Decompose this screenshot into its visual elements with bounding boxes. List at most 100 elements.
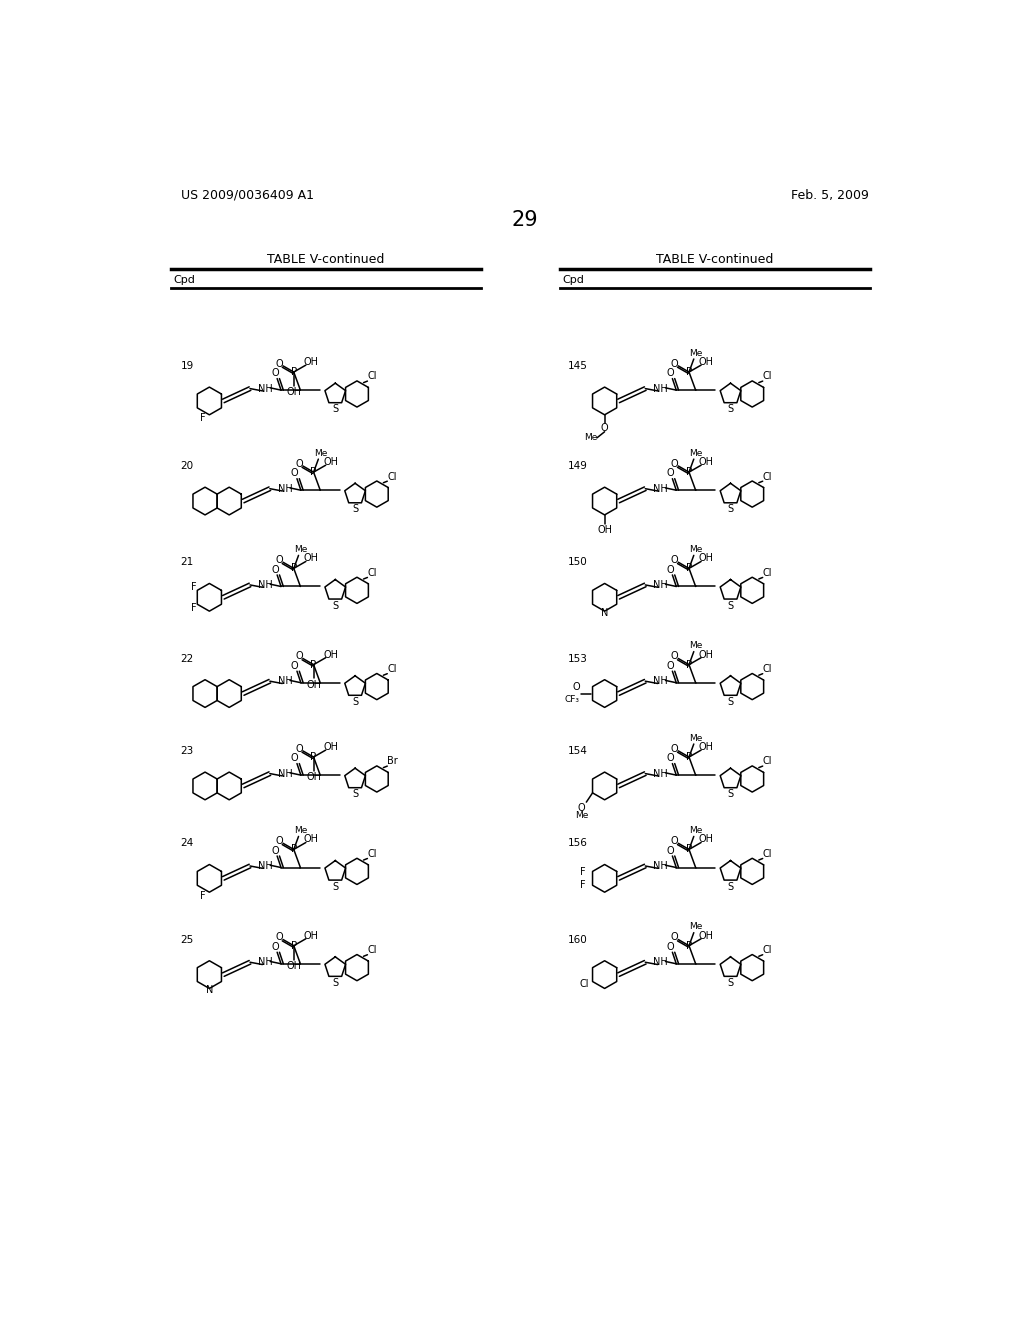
Text: NH: NH <box>653 768 668 779</box>
Text: S: S <box>727 504 733 515</box>
Text: Cpd: Cpd <box>563 275 585 285</box>
Text: 19: 19 <box>180 360 194 371</box>
Text: OH: OH <box>324 457 339 467</box>
Text: NH: NH <box>278 676 293 686</box>
Text: OH: OH <box>699 834 714 845</box>
Text: O: O <box>671 743 678 754</box>
Text: Cl: Cl <box>763 371 772 381</box>
Text: US 2009/0036409 A1: US 2009/0036409 A1 <box>180 189 313 202</box>
Text: 23: 23 <box>180 746 194 756</box>
Text: Cpd: Cpd <box>174 275 196 285</box>
Text: O: O <box>291 469 298 478</box>
Text: NH: NH <box>258 579 272 590</box>
Text: P: P <box>310 467 316 477</box>
Text: Cl: Cl <box>580 979 589 989</box>
Text: Me: Me <box>575 812 589 821</box>
Text: S: S <box>727 404 733 414</box>
Text: O: O <box>275 554 283 565</box>
Text: OH: OH <box>304 356 318 367</box>
Text: Cl: Cl <box>763 664 772 675</box>
Text: OH: OH <box>699 356 714 367</box>
Text: F: F <box>581 879 586 890</box>
Text: NH: NH <box>653 676 668 686</box>
Text: O: O <box>667 368 674 379</box>
Text: OH: OH <box>324 649 339 660</box>
Text: NH: NH <box>258 384 272 393</box>
Text: Cl: Cl <box>387 664 396 675</box>
Text: OH: OH <box>699 649 714 660</box>
Text: OH: OH <box>304 931 318 941</box>
Text: O: O <box>601 422 608 433</box>
Text: 20: 20 <box>180 461 194 471</box>
Text: N: N <box>206 985 213 995</box>
Text: O: O <box>271 846 279 855</box>
Text: OH: OH <box>287 387 301 397</box>
Text: OH: OH <box>699 931 714 941</box>
Text: O: O <box>671 836 678 846</box>
Text: 24: 24 <box>180 838 194 849</box>
Text: Me: Me <box>689 734 702 743</box>
Text: Me: Me <box>689 348 702 358</box>
Text: O: O <box>275 932 283 942</box>
Text: OH: OH <box>597 525 612 536</box>
Text: OH: OH <box>699 553 714 564</box>
Text: P: P <box>686 564 692 573</box>
Text: O: O <box>271 942 279 952</box>
Text: Cl: Cl <box>368 849 377 859</box>
Text: S: S <box>727 697 733 708</box>
Text: O: O <box>295 458 303 469</box>
Text: S: S <box>727 789 733 800</box>
Text: O: O <box>291 661 298 671</box>
Text: NH: NH <box>653 384 668 393</box>
Text: O: O <box>295 651 303 661</box>
Text: Cl: Cl <box>387 471 396 482</box>
Text: S: S <box>332 404 338 414</box>
Text: Cl: Cl <box>763 568 772 578</box>
Text: O: O <box>671 458 678 469</box>
Text: Me: Me <box>689 545 702 554</box>
Text: S: S <box>727 978 733 989</box>
Text: Feb. 5, 2009: Feb. 5, 2009 <box>791 189 869 202</box>
Text: F: F <box>200 413 205 424</box>
Text: NH: NH <box>653 579 668 590</box>
Text: NH: NH <box>278 768 293 779</box>
Text: Me: Me <box>689 642 702 651</box>
Text: O: O <box>671 554 678 565</box>
Text: OH: OH <box>287 961 301 970</box>
Text: F: F <box>200 891 205 900</box>
Text: TABLE V-continued: TABLE V-continued <box>267 253 384 267</box>
Text: O: O <box>667 754 674 763</box>
Text: 153: 153 <box>567 653 588 664</box>
Text: Me: Me <box>584 433 597 442</box>
Text: 154: 154 <box>567 746 588 756</box>
Text: P: P <box>686 467 692 477</box>
Text: O: O <box>271 368 279 379</box>
Text: O: O <box>671 359 678 368</box>
Text: Cl: Cl <box>763 756 772 767</box>
Text: P: P <box>686 367 692 378</box>
Text: OH: OH <box>306 680 322 689</box>
Text: O: O <box>271 565 279 574</box>
Text: 22: 22 <box>180 653 194 664</box>
Text: P: P <box>291 941 297 950</box>
Text: F: F <box>581 867 586 878</box>
Text: O: O <box>667 469 674 478</box>
Text: Cl: Cl <box>763 945 772 956</box>
Text: Me: Me <box>689 923 702 932</box>
Text: P: P <box>686 941 692 950</box>
Text: Me: Me <box>689 826 702 836</box>
Text: F: F <box>190 603 197 612</box>
Text: OH: OH <box>699 457 714 467</box>
Text: S: S <box>332 978 338 989</box>
Text: Cl: Cl <box>763 849 772 859</box>
Text: O: O <box>671 932 678 942</box>
Text: P: P <box>686 752 692 762</box>
Text: F: F <box>190 582 197 591</box>
Text: 29: 29 <box>511 210 539 230</box>
Text: TABLE V-continued: TABLE V-continued <box>656 253 773 267</box>
Text: 149: 149 <box>567 461 588 471</box>
Text: O: O <box>667 846 674 855</box>
Text: Me: Me <box>294 545 307 554</box>
Text: O: O <box>667 565 674 574</box>
Text: O: O <box>295 743 303 754</box>
